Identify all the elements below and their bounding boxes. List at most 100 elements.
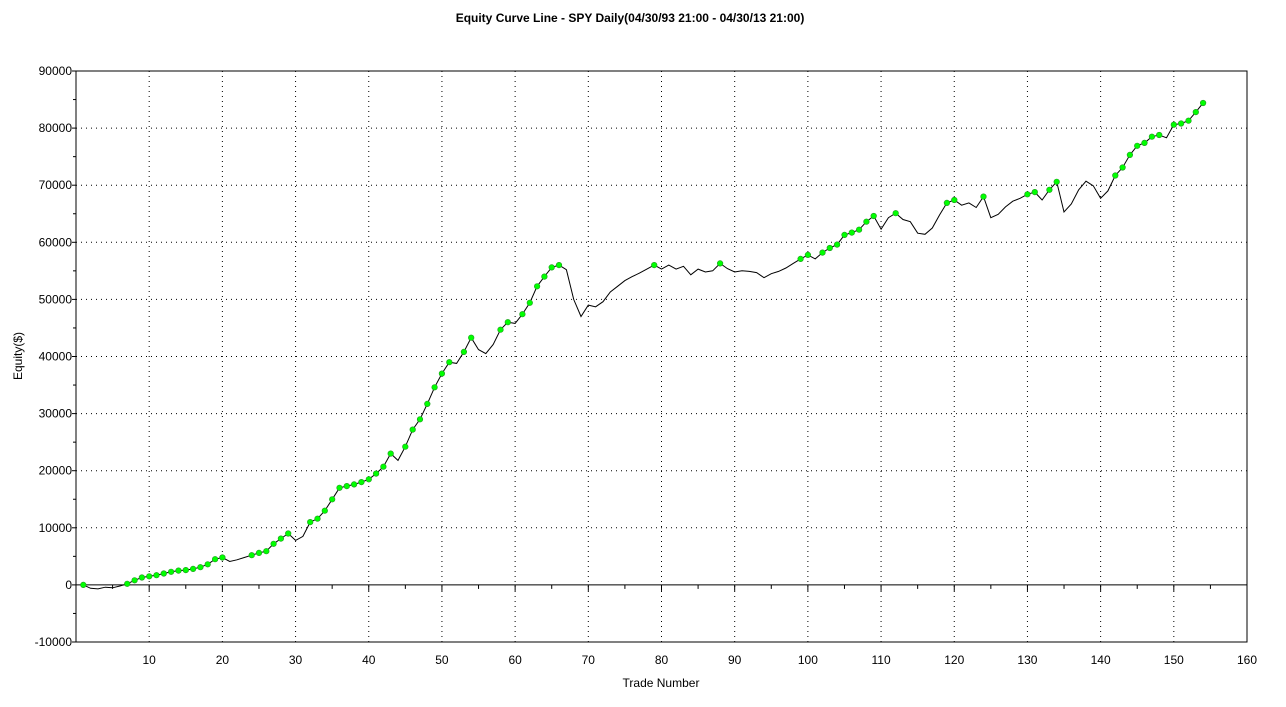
trade-point: [329, 496, 336, 503]
trade-point: [190, 565, 197, 573]
y-tick-label: 50000: [39, 292, 73, 306]
chart-title: Equity Curve Line - SPY Daily(04/30/93 2…: [456, 11, 805, 25]
trade-point: [314, 515, 321, 522]
trade-markers: [80, 99, 1207, 589]
trade-point: [387, 450, 394, 457]
trade-point: [863, 218, 870, 225]
trade-point: [248, 552, 255, 559]
trade-point: [833, 241, 841, 248]
trade-point: [504, 319, 511, 326]
trade-point: [285, 530, 292, 537]
trade-point: [182, 566, 189, 574]
trade-point: [548, 264, 555, 271]
trade-point: [1148, 133, 1155, 140]
y-axis-label: Equity($): [11, 332, 25, 380]
trade-point: [204, 561, 211, 568]
trade-point: [365, 476, 372, 483]
trade-point: [541, 273, 548, 280]
trade-point: [431, 384, 438, 391]
zero-line-group: [76, 584, 1247, 591]
trade-point: [951, 196, 958, 204]
x-tick-label: 50: [435, 653, 449, 667]
trade-point: [460, 348, 468, 356]
y-tick-label: 40000: [39, 350, 73, 364]
x-tick-label: 70: [582, 653, 596, 667]
trade-point: [343, 483, 350, 490]
y-tick-label: 70000: [39, 178, 73, 192]
x-tick-label: 40: [362, 653, 376, 667]
trade-point: [1134, 142, 1141, 149]
trade-point: [870, 212, 877, 220]
grid-lines: [76, 71, 1247, 642]
x-tick-label: 80: [655, 653, 669, 667]
trade-point: [519, 311, 526, 318]
trade-point: [255, 549, 263, 557]
trade-point: [819, 249, 826, 256]
trade-point: [416, 416, 424, 423]
trade-point: [1112, 172, 1119, 179]
x-tick-label: 120: [944, 653, 964, 667]
trade-point: [797, 255, 804, 263]
trade-point: [373, 470, 380, 477]
trade-point: [219, 554, 226, 561]
trade-point: [826, 244, 833, 252]
trade-point: [153, 572, 160, 579]
y-tick-label: 20000: [39, 464, 73, 478]
trade-point: [263, 548, 270, 555]
y-tick-label: 30000: [39, 407, 73, 421]
x-tick-label: 160: [1237, 653, 1257, 667]
y-axis: -10000 0 10000 20000 30000 40000 50000 60000 700…: [35, 64, 76, 649]
y-tick-label: 60000: [39, 235, 73, 249]
trade-point: [1119, 164, 1126, 171]
trade-point: [124, 580, 131, 587]
trade-point: [212, 556, 219, 563]
trade-point: [1156, 131, 1163, 139]
trade-point: [80, 581, 87, 589]
trade-point: [197, 564, 204, 571]
trade-point: [651, 262, 658, 269]
trade-point: [1031, 189, 1038, 196]
trade-point: [168, 568, 175, 575]
trade-point: [526, 299, 533, 306]
trade-point: [1141, 139, 1148, 146]
x-tick-label: 150: [1164, 653, 1184, 667]
trade-point: [321, 507, 328, 514]
trade-point: [497, 326, 504, 333]
trade-point: [277, 535, 285, 542]
y-tick-label: 0: [65, 578, 72, 592]
y-tick-label: 80000: [39, 121, 73, 135]
trade-point: [716, 260, 724, 267]
x-tick-label: 140: [1091, 653, 1111, 667]
trade-point: [804, 251, 812, 258]
trade-point: [175, 567, 182, 574]
x-tick-label: 10: [143, 653, 157, 667]
trade-point: [402, 443, 409, 450]
x-axis: 10 20 30 40 50 60 70 80 90 100 110 120 130 140 150 160: [143, 653, 1258, 667]
trade-point: [438, 370, 446, 377]
trade-point: [138, 574, 145, 581]
trade-point: [1046, 186, 1053, 193]
x-tick-label: 100: [798, 653, 818, 667]
trade-point: [270, 540, 277, 547]
y-tick-label: 10000: [39, 521, 73, 535]
x-tick-label: 30: [289, 653, 303, 667]
trade-point: [1126, 151, 1133, 158]
trade-point: [160, 570, 167, 577]
y-tick-label: -10000: [35, 635, 73, 649]
trade-point: [1192, 108, 1199, 116]
trade-point: [855, 226, 863, 233]
trade-point: [1170, 121, 1177, 128]
trade-point: [848, 229, 855, 236]
x-tick-label: 110: [871, 653, 890, 667]
x-tick-label: 60: [508, 653, 522, 667]
x-tick-label: 130: [1017, 653, 1037, 667]
equity-series-line: [83, 102, 1204, 590]
trade-point: [424, 400, 431, 408]
trade-point: [1053, 178, 1060, 185]
trade-point: [1199, 99, 1207, 107]
trade-point: [358, 479, 365, 486]
x-tick-label: 20: [216, 653, 230, 667]
trade-point: [146, 573, 153, 580]
trade-point: [307, 518, 314, 526]
